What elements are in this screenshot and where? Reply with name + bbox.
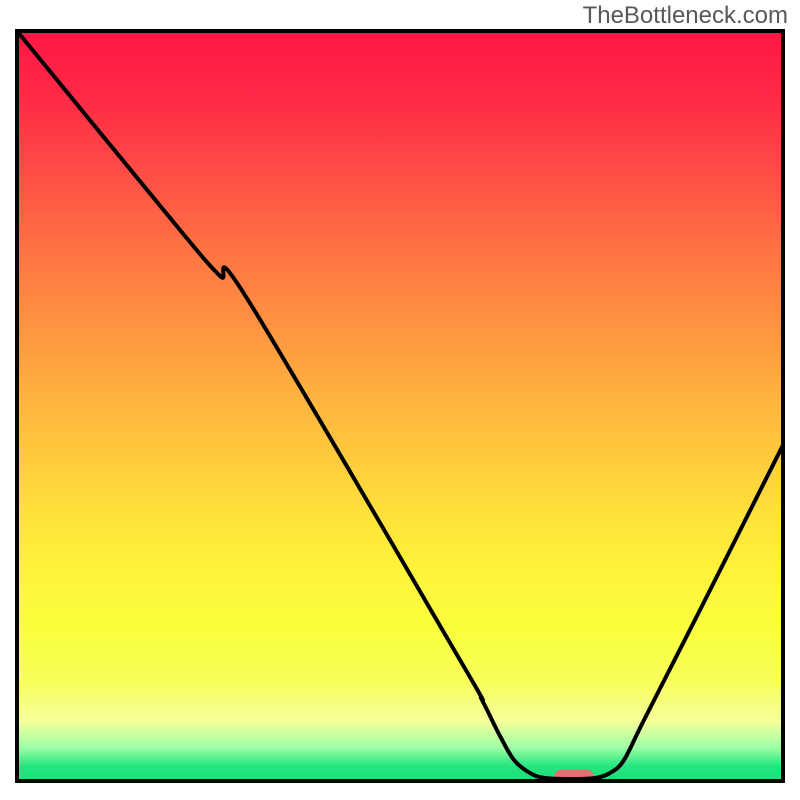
watermark-text: TheBottleneck.com (583, 2, 788, 30)
bottleneck-chart (0, 0, 800, 800)
plot-area (17, 31, 783, 785)
chart-root: TheBottleneck.com (0, 0, 800, 800)
